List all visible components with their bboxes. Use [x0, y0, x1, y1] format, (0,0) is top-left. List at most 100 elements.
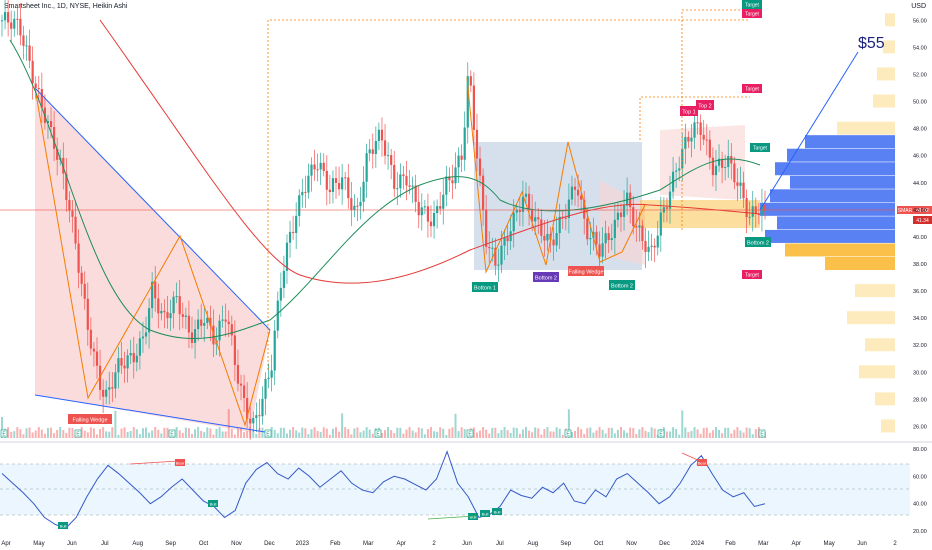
candle-body	[184, 315, 187, 317]
candle-body	[22, 35, 25, 46]
volume-bar	[289, 429, 292, 438]
candle-body	[246, 398, 249, 419]
rsi-bull-label-1: Bull	[58, 522, 68, 529]
volume-bar	[200, 430, 203, 438]
candle-body	[151, 281, 154, 309]
candle-body	[175, 296, 178, 298]
earnings-marker[interactable]	[466, 429, 474, 438]
volume-bar	[384, 430, 387, 438]
candle-body	[555, 233, 558, 246]
volume-bar	[92, 428, 95, 438]
time-axis[interactable]: Apr May Jun Jul Aug Sep Oct Nov Dec 2023 Feb Mar Apr…	[1, 541, 897, 547]
ma-long	[99, 19, 761, 284]
candle-body	[3, 12, 7, 21]
earnings-marker[interactable]	[564, 429, 572, 438]
earnings-marker[interactable]	[0, 429, 8, 438]
candle-body	[500, 245, 503, 265]
earnings-marker[interactable]	[758, 429, 766, 438]
time-tick-label: Oct	[594, 541, 604, 547]
volume-bar	[721, 433, 724, 438]
candle-body	[356, 205, 359, 207]
candle-body	[534, 217, 537, 222]
price-tick-label: 36.00	[913, 289, 927, 295]
volume-bar	[528, 430, 531, 438]
candle-body	[721, 158, 724, 168]
volume-bar	[439, 427, 442, 438]
candle-body	[448, 176, 451, 181]
candle-body	[417, 202, 420, 216]
candle-body	[475, 129, 479, 159]
volume-bar	[696, 429, 699, 438]
earnings-marker-label: E	[468, 432, 472, 438]
profile-bar	[837, 121, 895, 135]
candle-body	[13, 18, 16, 29]
candle-body	[549, 233, 552, 240]
volume-bar	[669, 431, 672, 438]
volume-bar	[353, 428, 356, 438]
profile-bar	[877, 67, 895, 81]
volume-bar	[546, 427, 549, 438]
candle-body	[708, 139, 711, 158]
price-tick-label: 40.00	[913, 235, 927, 241]
target-label-1: Target	[742, 0, 762, 9]
volume-bar	[341, 413, 344, 438]
volume-bar	[433, 431, 436, 438]
volume-bar	[53, 433, 56, 438]
volume-bar	[718, 429, 721, 438]
candle-body	[736, 182, 739, 186]
earnings-marker[interactable]	[374, 429, 382, 438]
volume-bar	[714, 427, 717, 438]
target-projection-3	[639, 96, 750, 140]
price-axis[interactable]: 26.00 28.00 30.00 32.00 34.00 36.00 38.00 40.00…	[913, 18, 927, 430]
candle-body	[77, 243, 80, 273]
candle-body	[638, 225, 641, 228]
volume-bar	[126, 431, 129, 438]
ma-short	[9, 39, 761, 340]
earnings-marker-label: E	[170, 432, 174, 438]
volume-bar	[736, 427, 739, 438]
candle-body	[218, 320, 221, 341]
volume-bar	[426, 429, 429, 438]
earnings-marker[interactable]	[74, 429, 82, 438]
svg-text:Bull: Bull	[470, 515, 477, 520]
volume-bar	[25, 428, 28, 438]
candle-body	[386, 155, 390, 157]
earnings-marker[interactable]	[264, 429, 272, 438]
candle-body	[485, 209, 488, 247]
candle-body	[37, 87, 40, 90]
candle-body	[730, 155, 733, 164]
volume-profile	[760, 13, 895, 433]
rsi-axis[interactable]: 20.00 40.00 60.00 80.00	[913, 447, 927, 535]
volume-bar	[347, 429, 350, 438]
currency-label: USD	[911, 3, 926, 10]
candle-body	[273, 330, 276, 371]
earnings-marker[interactable]	[168, 429, 176, 438]
profile-bar	[760, 202, 895, 216]
svg-text:Top 2: Top 2	[698, 104, 711, 110]
earnings-marker[interactable]	[657, 429, 665, 438]
candle-body	[613, 219, 616, 239]
volume-bar	[693, 427, 696, 438]
volume-bar	[724, 427, 727, 438]
candle-body	[279, 287, 282, 301]
wedge-upper-trendline	[34, 87, 271, 331]
target-label-2: Target	[742, 9, 762, 18]
volume-bar	[472, 427, 475, 438]
candle-body	[310, 164, 313, 176]
volume-bar	[246, 430, 249, 438]
candle-body	[426, 206, 430, 222]
candle-body	[436, 206, 439, 214]
candle-body	[71, 210, 74, 217]
candle-body	[586, 218, 589, 240]
price-tick-label: 56.00	[913, 18, 927, 24]
candle-body	[432, 213, 436, 227]
profile-bar	[787, 148, 895, 162]
volume-bar	[678, 434, 681, 438]
volume-bar	[390, 430, 393, 438]
candle-body	[383, 140, 387, 156]
volume-bar	[304, 428, 307, 438]
profile-bar	[847, 311, 895, 325]
candle-body	[506, 237, 509, 242]
volume-bar	[310, 429, 313, 438]
